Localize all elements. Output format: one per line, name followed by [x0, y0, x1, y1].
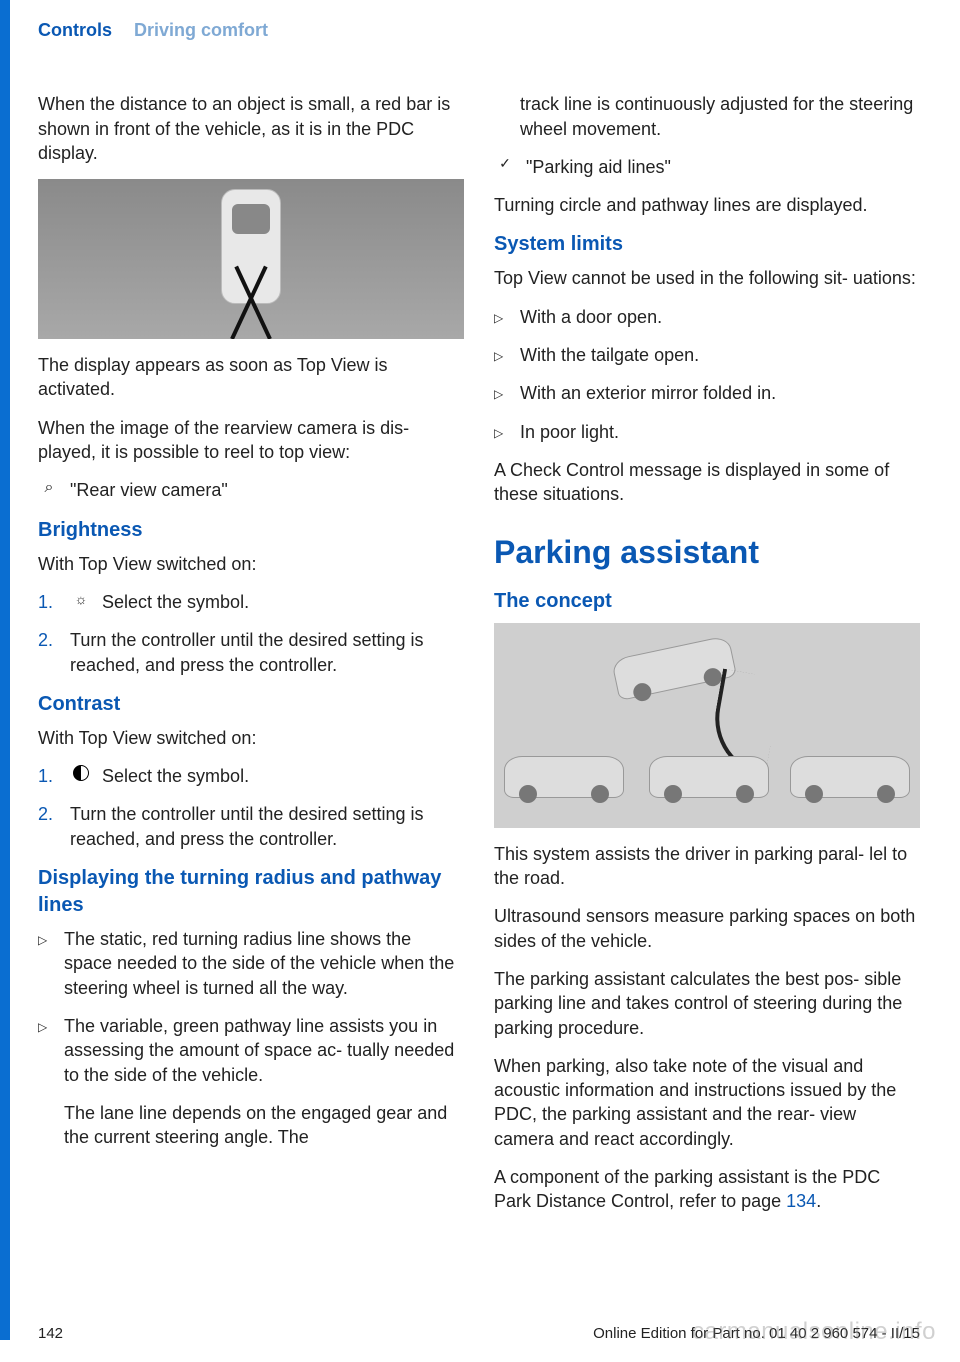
paragraph: With Top View switched on:: [38, 726, 464, 750]
menu-option-rear-camera: "Rear view camera": [38, 478, 464, 502]
car-icon: [790, 756, 910, 798]
list-item: ▷ In poor light.: [494, 420, 920, 444]
heading-parking-assistant: Parking assistant: [494, 531, 920, 574]
list-text: Turn the controller until the desired se…: [70, 628, 464, 677]
top-view-illustration: [38, 179, 464, 339]
triangle-bullet-icon: ▷: [494, 381, 508, 405]
brightness-icon: [70, 590, 92, 608]
heading-system-limits: System limits: [494, 231, 920, 258]
list-number: 2.: [38, 628, 60, 677]
list-text: The lane line depends on the engaged gea…: [64, 1101, 464, 1150]
paragraph: This system assists the driver in parkin…: [494, 842, 920, 891]
parking-concept-illustration: [494, 623, 920, 828]
heading-the-concept: The concept: [494, 588, 920, 615]
list-item: ▷ With the tailgate open.: [494, 343, 920, 367]
list-text: Turn the controller until the desired se…: [70, 802, 464, 851]
paragraph: When the distance to an object is small,…: [38, 92, 464, 165]
camera-icon: [38, 478, 60, 496]
page-footer: 142 Online Edition for Part no. 01 40 2 …: [0, 1314, 960, 1362]
car-icon: [221, 189, 281, 304]
heading-turning-radius: Displaying the turning radius and pathwa…: [38, 865, 464, 919]
contrast-icon: [70, 764, 92, 782]
ordered-list: 1. Select the symbol. 2. Turn the contro…: [38, 764, 464, 851]
menu-option-parking-aid-lines: "Parking aid lines": [494, 155, 920, 179]
list-text: The variable, green pathway line assists…: [64, 1016, 454, 1085]
triangle-bullet-icon: ▷: [494, 343, 508, 367]
header-tab-driving-comfort: Driving comfort: [134, 18, 268, 42]
triangle-bullet-icon: ▷: [494, 305, 508, 329]
list-text: With the tailgate open.: [520, 343, 920, 367]
list-text: The static, red turning radius line show…: [64, 927, 464, 1000]
car-icon: [649, 756, 769, 798]
header-tab-controls: Controls: [38, 18, 112, 42]
paragraph: The parking assistant calculates the bes…: [494, 967, 920, 1040]
left-column: When the distance to an object is small,…: [38, 92, 464, 1227]
paragraph: A component of the parking assistant is …: [494, 1165, 920, 1214]
list-text: Select the symbol.: [102, 590, 249, 614]
option-label: "Parking aid lines": [526, 155, 671, 179]
check-icon: [494, 155, 516, 173]
heading-brightness: Brightness: [38, 517, 464, 544]
ordered-list: 1. Select the symbol. 2. Turn the contro…: [38, 590, 464, 677]
triangle-bullet-icon: ▷: [38, 927, 52, 1000]
list-number: 2.: [38, 802, 60, 851]
footer-edition-line: Online Edition for Part no. 01 40 2 960 …: [593, 1324, 920, 1344]
two-column-content: When the distance to an object is small,…: [0, 52, 960, 1227]
option-label: "Rear view camera": [70, 478, 228, 502]
paragraph: Ultrasound sensors measure parking space…: [494, 904, 920, 953]
car-icon: [504, 756, 624, 798]
paragraph: When the image of the rearview camera is…: [38, 416, 464, 465]
list-text: With an exterior mirror folded in.: [520, 381, 920, 405]
right-column: ▷ track line is continuously adjusted fo…: [494, 92, 920, 1227]
list-item: ▷ The variable, green pathway line assis…: [38, 1014, 464, 1163]
list-item: 1. Select the symbol.: [38, 590, 464, 614]
list-text: Select the symbol.: [102, 764, 249, 788]
page-header: Controls Driving comfort: [0, 0, 960, 52]
paragraph: Turning circle and pathway lines are dis…: [494, 193, 920, 217]
bullet-list: ▷ The static, red turning radius line sh…: [38, 927, 464, 1163]
bullet-list-continued: ▷ track line is continuously adjusted fo…: [494, 92, 920, 141]
paragraph: With Top View switched on:: [38, 552, 464, 576]
list-item: 1. Select the symbol.: [38, 764, 464, 788]
paragraph-text: A component of the parking assistant is …: [494, 1167, 880, 1211]
side-accent-bar: [0, 0, 10, 1340]
list-number: 1.: [38, 590, 60, 614]
paragraph: The display appears as soon as Top View …: [38, 353, 464, 402]
list-item: ▷ With an exterior mirror folded in.: [494, 381, 920, 405]
page-reference-link[interactable]: 134: [786, 1191, 816, 1211]
list-item-body: The variable, green pathway line assists…: [64, 1014, 464, 1163]
page-number: 142: [38, 1324, 63, 1344]
list-item: ▷ The static, red turning radius line sh…: [38, 927, 464, 1000]
paragraph-text: .: [816, 1191, 821, 1211]
list-item: ▷ track line is continuously adjusted fo…: [494, 92, 920, 141]
paragraph: A Check Control message is displayed in …: [494, 458, 920, 507]
list-item: 2. Turn the controller until the desired…: [38, 802, 464, 851]
list-text: track line is continuously adjusted for …: [520, 92, 920, 141]
paragraph: Top View cannot be used in the following…: [494, 266, 920, 290]
list-item: ▷ With a door open.: [494, 305, 920, 329]
bullet-list: ▷ With a door open. ▷ With the tailgate op…: [494, 305, 920, 444]
list-text: With a door open.: [520, 305, 920, 329]
triangle-bullet-icon: ▷: [494, 420, 508, 444]
list-number: 1.: [38, 764, 60, 788]
list-text: In poor light.: [520, 420, 920, 444]
list-item: 2. Turn the controller until the desired…: [38, 628, 464, 677]
heading-contrast: Contrast: [38, 691, 464, 718]
triangle-bullet-icon: ▷: [38, 1014, 52, 1163]
paragraph: When parking, also take note of the visu…: [494, 1054, 920, 1151]
